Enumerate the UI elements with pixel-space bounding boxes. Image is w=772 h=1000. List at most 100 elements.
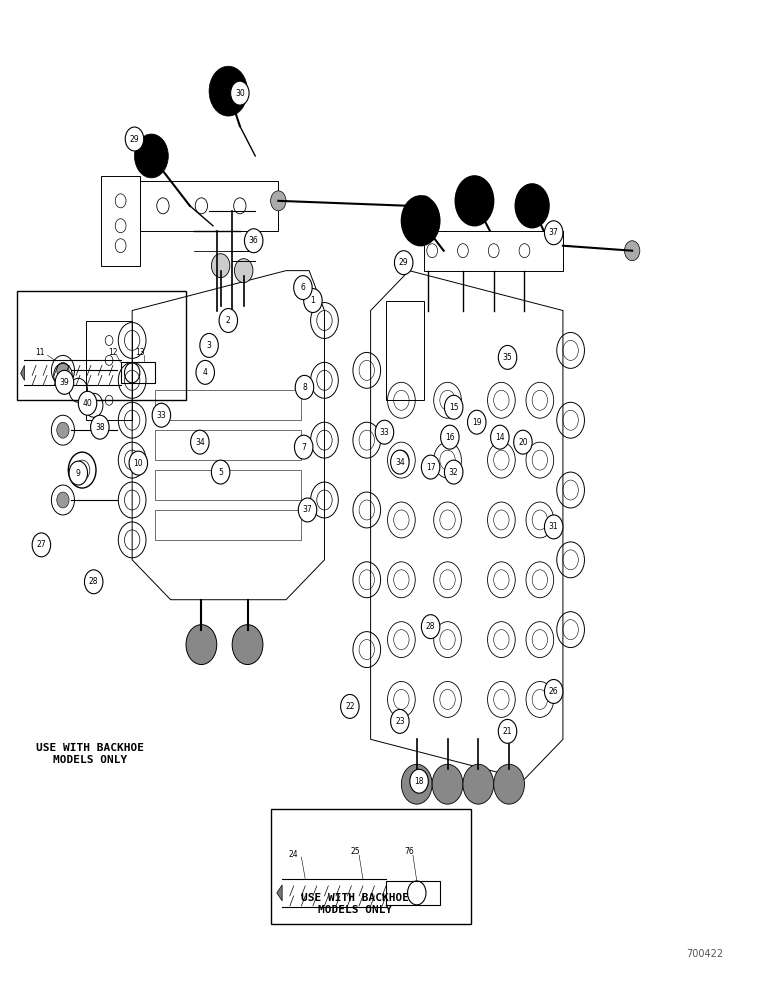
Circle shape: [544, 221, 563, 245]
Text: 34: 34: [195, 438, 205, 447]
Text: 5: 5: [218, 468, 223, 477]
Circle shape: [422, 615, 440, 639]
Circle shape: [391, 709, 409, 733]
Circle shape: [57, 362, 69, 378]
Circle shape: [391, 450, 409, 474]
Text: 21: 21: [503, 727, 513, 736]
Text: 13: 13: [135, 348, 144, 357]
Text: 37: 37: [303, 505, 313, 514]
Circle shape: [196, 360, 215, 384]
Text: 76: 76: [405, 847, 414, 856]
Text: 24: 24: [289, 850, 299, 859]
Text: 39: 39: [59, 378, 69, 387]
Circle shape: [84, 570, 103, 594]
Text: 36: 36: [249, 236, 259, 245]
Text: 32: 32: [449, 468, 459, 477]
Circle shape: [129, 451, 147, 475]
Text: 1: 1: [310, 296, 315, 305]
Circle shape: [375, 420, 394, 444]
Circle shape: [32, 533, 51, 557]
Text: 23: 23: [395, 717, 405, 726]
Text: 20: 20: [518, 438, 528, 447]
Circle shape: [340, 694, 359, 718]
Circle shape: [493, 764, 524, 804]
Circle shape: [498, 719, 516, 743]
Circle shape: [200, 333, 218, 357]
Circle shape: [441, 425, 459, 449]
Circle shape: [445, 395, 463, 419]
Text: 31: 31: [549, 522, 558, 531]
Circle shape: [57, 492, 69, 508]
Circle shape: [212, 254, 230, 278]
Circle shape: [401, 764, 432, 804]
Text: 8: 8: [302, 383, 306, 392]
Circle shape: [152, 403, 171, 427]
Circle shape: [232, 625, 263, 665]
Circle shape: [293, 276, 312, 300]
Text: 27: 27: [36, 540, 46, 549]
Text: 10: 10: [134, 459, 143, 468]
Circle shape: [295, 375, 313, 399]
Text: 33: 33: [157, 411, 166, 420]
Text: 19: 19: [472, 418, 482, 427]
Circle shape: [498, 345, 516, 369]
Text: 12: 12: [108, 348, 117, 357]
Circle shape: [219, 309, 238, 332]
Text: 33: 33: [380, 428, 389, 437]
Polygon shape: [277, 885, 282, 901]
Circle shape: [90, 415, 109, 439]
Text: 28: 28: [426, 622, 435, 631]
Circle shape: [463, 764, 493, 804]
Circle shape: [134, 134, 168, 178]
Text: 7: 7: [301, 443, 306, 452]
Circle shape: [294, 435, 313, 459]
Text: 38: 38: [95, 423, 105, 432]
Text: 700422: 700422: [686, 949, 724, 959]
Text: 16: 16: [445, 433, 455, 442]
Circle shape: [125, 127, 144, 151]
Text: 35: 35: [503, 353, 513, 362]
Text: 28: 28: [89, 577, 99, 586]
Text: 2: 2: [226, 316, 231, 325]
Circle shape: [625, 241, 640, 261]
Circle shape: [186, 625, 217, 665]
Text: 15: 15: [449, 403, 459, 412]
Text: USE WITH BACKHOE
MODELS ONLY: USE WITH BACKHOE MODELS ONLY: [36, 743, 144, 765]
Circle shape: [455, 176, 493, 226]
Circle shape: [231, 81, 249, 105]
Circle shape: [191, 430, 209, 454]
Circle shape: [432, 764, 463, 804]
Circle shape: [417, 196, 432, 216]
Text: 30: 30: [235, 89, 245, 98]
Text: 17: 17: [426, 463, 435, 472]
Circle shape: [410, 769, 428, 793]
Circle shape: [422, 455, 440, 479]
Circle shape: [513, 430, 532, 454]
Circle shape: [57, 422, 69, 438]
Text: 4: 4: [203, 368, 208, 377]
Polygon shape: [21, 365, 25, 380]
Text: 37: 37: [549, 228, 559, 237]
Text: 11: 11: [35, 348, 45, 357]
Text: 25: 25: [350, 847, 360, 856]
Circle shape: [491, 425, 509, 449]
Circle shape: [298, 498, 317, 522]
Circle shape: [235, 259, 253, 283]
Circle shape: [394, 251, 413, 275]
Circle shape: [544, 680, 563, 703]
Text: 26: 26: [549, 687, 558, 696]
Text: 9: 9: [76, 469, 81, 478]
Text: 18: 18: [415, 777, 424, 786]
Text: 40: 40: [83, 399, 93, 408]
Text: 22: 22: [345, 702, 354, 711]
Circle shape: [245, 229, 263, 253]
Circle shape: [56, 370, 73, 394]
Circle shape: [303, 289, 322, 313]
Text: 14: 14: [495, 433, 505, 442]
Circle shape: [544, 515, 563, 539]
Text: 29: 29: [130, 135, 139, 144]
Circle shape: [401, 196, 440, 246]
Circle shape: [445, 460, 463, 484]
Circle shape: [212, 460, 230, 484]
Text: 6: 6: [300, 283, 306, 292]
